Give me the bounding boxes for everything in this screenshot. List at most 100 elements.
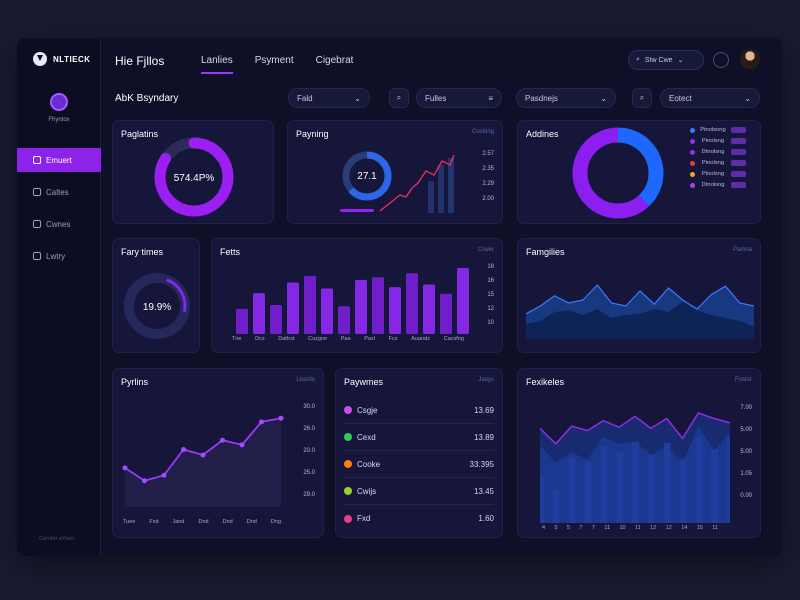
x-label: Cacsfng <box>443 336 464 342</box>
card-title: Fexikeles <box>526 377 565 387</box>
fetts-bar <box>423 284 435 334</box>
legend-item[interactable]: Pinolsng <box>690 138 746 144</box>
legend-item[interactable]: Dtnolsng <box>690 182 746 188</box>
tab-cigebrat[interactable]: Cigebrat <box>315 55 354 66</box>
axis-label: 2.57 <box>482 151 494 157</box>
payment-dot <box>344 514 352 523</box>
status-filter[interactable]: Fulles ≡ <box>416 88 502 108</box>
search-icon: ⌕ <box>636 56 640 63</box>
pyrlins-card[interactable]: Pyrlins Lbardo 30.0 26.0 20.0 25.0 29.0 … <box>112 368 324 538</box>
payment-label: Csgje <box>357 405 378 415</box>
tab-lanlies[interactable]: Lanlies <box>201 55 233 74</box>
axis-label: 2.29 <box>482 181 494 187</box>
famgilies-area-chart <box>526 284 754 339</box>
payment-label: Fxd <box>357 514 371 523</box>
sidebar-item-caltes[interactable]: Caltes <box>17 180 101 204</box>
payment-row[interactable]: Cooke 33.395 <box>344 451 494 478</box>
range-select[interactable]: Pasdnejs ⌄ <box>516 88 616 108</box>
axis-label: 2.00 <box>482 196 494 202</box>
fexikeles-card[interactable]: Fexikeles Fostor 7.00 5.00 5.00 1.05 0.0… <box>517 368 761 538</box>
chevron-down-icon: ⌄ <box>677 57 684 64</box>
fetts-bar <box>338 306 350 334</box>
payments-value: 574.4P% <box>174 173 215 184</box>
paying-ring-chart: 27.1 <box>342 151 392 201</box>
axis-label: 1.05 <box>740 471 752 477</box>
user-avatar[interactable] <box>740 49 760 69</box>
legend-bar <box>731 171 746 177</box>
payment-row[interactable]: Csgje 13.69 <box>344 397 494 424</box>
legend-item[interactable]: Pinolsng <box>690 160 746 166</box>
sidebar-item-emuert[interactable]: Emuert <box>17 148 101 172</box>
notifications-button[interactable] <box>713 52 729 68</box>
legend-item[interactable]: Dtnolsng <box>690 149 746 155</box>
range-select-label: Pasdnejs <box>525 93 558 103</box>
fexikeles-bar <box>552 490 560 523</box>
legend-bar <box>731 138 746 144</box>
x-label: 5 <box>554 525 558 531</box>
card-title: Fetts <box>220 247 241 257</box>
fexikeles-x-axis: 4 5 5 7 7 11 10 11 12 12 14 15 11 <box>542 525 718 531</box>
search-button[interactable]: ⌕ <box>389 88 409 108</box>
x-label: 7 <box>579 525 583 531</box>
famgilies-area-b <box>526 301 754 339</box>
pyrlins-point <box>278 415 284 421</box>
fexikeles-bar <box>632 441 639 523</box>
x-label: 7 <box>591 525 595 531</box>
pyrlins-y-axis: 30.0 26.0 20.0 25.0 29.0 <box>303 404 315 498</box>
payment-value: 1.60 <box>478 514 494 523</box>
famgilies-line-a <box>526 284 754 315</box>
sidebar-footer: Cornfer aYiver <box>39 536 75 542</box>
fetts-bar <box>253 293 265 334</box>
payment-label: Cexd <box>357 432 376 442</box>
x-label: Jand <box>172 519 185 525</box>
legend-dot <box>690 149 695 155</box>
legend-item[interactable]: Pinolsng <box>690 171 746 177</box>
search-button-2[interactable]: ⌕ <box>632 88 652 108</box>
brand-logo-icon <box>33 52 47 66</box>
payment-dot <box>344 406 352 414</box>
legend-dot <box>690 171 695 177</box>
paying-card[interactable]: Payning Cosbing 27.1 2.57 2.35 2.29 2.00 <box>287 120 503 224</box>
x-label: Dcs <box>255 336 265 342</box>
legend-label: Pinolsong <box>700 127 726 133</box>
paywmes-card[interactable]: Paywmes Jaoys Csgje 13.69 Cexd 13.89 Cooke… <box>335 368 503 538</box>
legend-label: Pinolsng <box>701 171 725 177</box>
payment-label: Cooke <box>357 459 381 469</box>
addines-card[interactable]: Addines Pinolsong Pinolsng Dtnolsng Pino… <box>517 120 761 224</box>
select-dropdown[interactable]: Eotect ⌄ <box>660 88 760 108</box>
payment-list: Csgje 13.69 Cexd 13.89 Cooke 33.395 Cwijs 13… <box>344 397 494 532</box>
top-search-button[interactable]: ⌕ Stw Cwe ⌄ <box>628 50 704 70</box>
payment-dot <box>344 487 352 495</box>
fairytimes-ring-chart: 19.9% <box>124 273 190 339</box>
payment-row[interactable]: Cwijs 13.45 <box>344 478 494 505</box>
chevron-down-icon: ⌄ <box>600 93 607 103</box>
x-label: 15 <box>696 525 703 531</box>
axis-label: 29.0 <box>303 492 315 498</box>
card-tag: Pamna <box>732 247 752 253</box>
sidebar-item-cwnes[interactable]: Cwnes <box>17 212 101 236</box>
payments-card[interactable]: Paglatins 574.4P% <box>112 120 274 224</box>
x-label: 12 <box>665 525 672 531</box>
legend-item[interactable]: Pinolsong <box>690 127 746 133</box>
payment-row[interactable]: Fxd 1.60 <box>344 505 494 532</box>
card-title: Payning <box>296 129 329 139</box>
x-label: 5 <box>566 525 570 531</box>
x-label: Fxd <box>149 519 159 525</box>
search-icon: ⌕ <box>639 93 645 102</box>
fairytimes-card[interactable]: Fary times 19.9% <box>112 238 200 353</box>
sidebar-item-lwtry[interactable]: Lwtry <box>17 244 101 268</box>
payment-row[interactable]: Cexd 13.89 <box>344 424 494 451</box>
pyrlins-point <box>142 478 147 484</box>
famgilies-card[interactable]: Famgilies Pamna <box>517 238 761 353</box>
fexikeles-bar <box>711 449 719 523</box>
pyrlins-x-axis: Tuee Fxd Jand Dnd Dnd Dnd Dng <box>123 519 281 525</box>
card-title: Pyrlins <box>121 377 149 387</box>
fetts-card[interactable]: Fetts Crwer Tne Dcs Dattrst Cozgne Paa P… <box>211 238 503 353</box>
x-label: Dnd <box>222 519 233 525</box>
tab-psyment[interactable]: Psyment <box>254 55 294 66</box>
field-select[interactable]: Fald ⌄ <box>288 88 370 108</box>
brand-logo[interactable]: NLTIECK <box>33 52 91 66</box>
fexikeles-bar <box>647 454 655 523</box>
x-label: Auaratz <box>411 336 431 342</box>
profile-block[interactable]: Fhyntox <box>39 93 79 123</box>
